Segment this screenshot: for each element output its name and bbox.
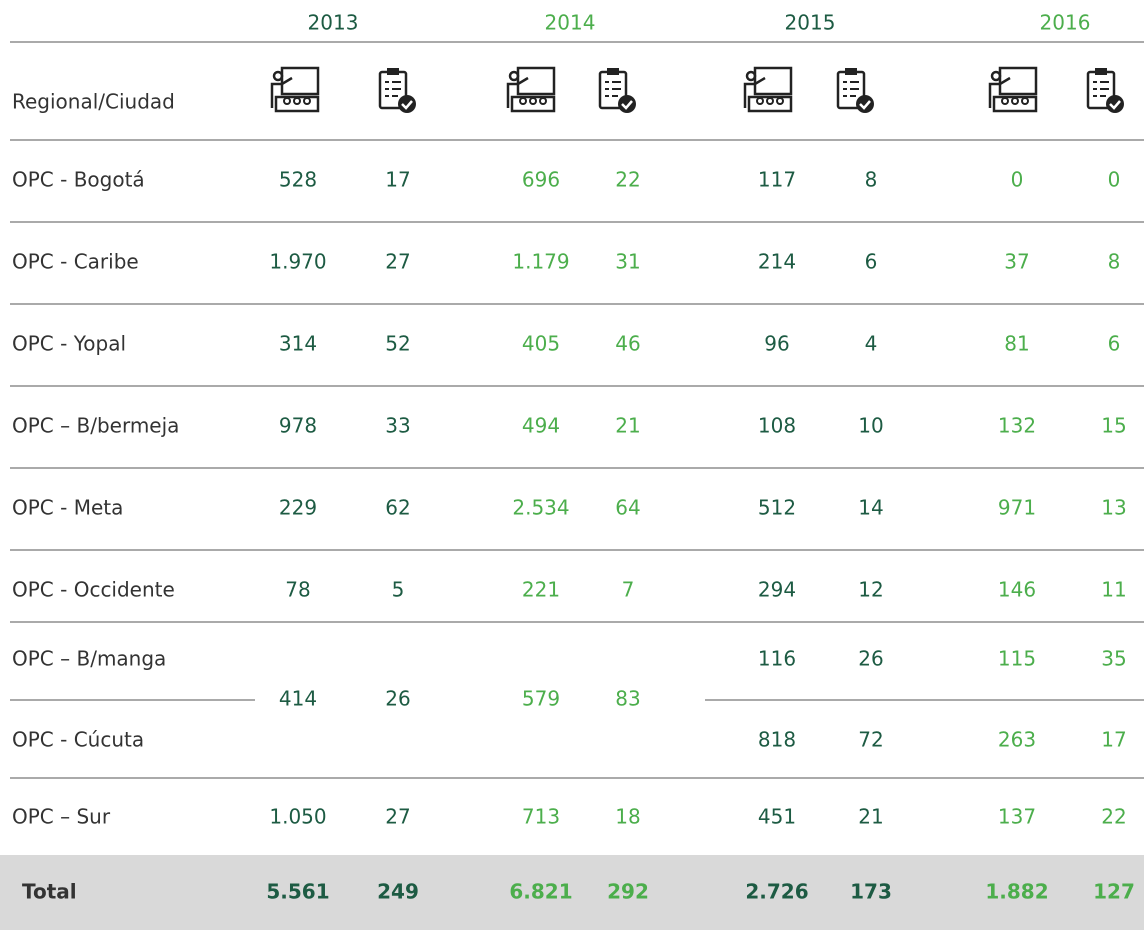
cell: 72 [858, 728, 883, 752]
cell: 33 [385, 414, 410, 438]
cell: 26 [858, 647, 883, 671]
cell: 579 [522, 687, 560, 711]
cell: 221 [522, 578, 560, 602]
cell: 414 [279, 687, 317, 711]
cell: 512 [758, 496, 796, 520]
cell: 214 [758, 250, 796, 274]
cell: 26 [385, 687, 410, 711]
cell: 713 [522, 805, 560, 829]
cell: 18 [615, 805, 640, 829]
cell: 978 [279, 414, 317, 438]
column-label: Regional/Ciudad [12, 90, 175, 114]
cell: 62 [385, 496, 410, 520]
cell: 1.179 [512, 250, 569, 274]
cell: 405 [522, 332, 560, 356]
year-header: 2013 [308, 11, 359, 35]
row-name: OPC – B/manga [12, 647, 166, 671]
total-label: Total [22, 880, 77, 904]
cell: 132 [998, 414, 1036, 438]
year-header: 2016 [1040, 11, 1091, 35]
cell: 116 [758, 647, 796, 671]
cell: 1.882 [985, 880, 1048, 904]
cell: 6 [865, 250, 878, 274]
cell: 229 [279, 496, 317, 520]
cell: 494 [522, 414, 560, 438]
cell: 17 [385, 168, 410, 192]
cell: 2.534 [512, 496, 569, 520]
cell: 8 [1108, 250, 1121, 274]
cell: 14 [858, 496, 883, 520]
row-name: OPC - Meta [12, 496, 123, 520]
cell: 21 [615, 414, 640, 438]
cell: 115 [998, 647, 1036, 671]
cell: 12 [858, 578, 883, 602]
cell: 83 [615, 687, 640, 711]
cell: 27 [385, 805, 410, 829]
total-band [0, 855, 1144, 930]
cell: 27 [385, 250, 410, 274]
cell: 292 [607, 880, 649, 904]
cell: 108 [758, 414, 796, 438]
icons [270, 66, 1126, 115]
cell: 11 [1101, 578, 1126, 602]
cell: 22 [615, 168, 640, 192]
cell: 117 [758, 168, 796, 192]
year-header: 2014 [545, 11, 596, 35]
row-name: OPC - Cúcuta [12, 728, 144, 752]
cell: 127 [1093, 880, 1135, 904]
row-name: OPC - Bogotá [12, 168, 145, 192]
cell: 96 [764, 332, 789, 356]
cell: 17 [1101, 728, 1126, 752]
cell: 173 [850, 880, 892, 904]
cell: 137 [998, 805, 1036, 829]
cell: 0 [1108, 168, 1121, 192]
cell: 35 [1101, 647, 1126, 671]
row-name: OPC – B/bermeja [12, 414, 179, 438]
cell: 8 [865, 168, 878, 192]
cell: 314 [279, 332, 317, 356]
cell: 31 [615, 250, 640, 274]
row-name: OPC - Caribe [12, 250, 139, 274]
cell: 37 [1004, 250, 1029, 274]
cell: 1.050 [269, 805, 326, 829]
cell: 22 [1101, 805, 1126, 829]
cell: 2.726 [745, 880, 808, 904]
cell: 4 [865, 332, 878, 356]
cell: 263 [998, 728, 1036, 752]
header-lines [10, 41, 1144, 779]
row-name: OPC - Yopal [12, 332, 126, 356]
cell: 818 [758, 728, 796, 752]
row-name: OPC – Sur [12, 805, 111, 829]
cell: 6 [1108, 332, 1121, 356]
cell: 78 [285, 578, 310, 602]
cell: 294 [758, 578, 796, 602]
cell: 52 [385, 332, 410, 356]
cell: 64 [615, 496, 640, 520]
cell: 528 [279, 168, 317, 192]
cell: 15 [1101, 414, 1126, 438]
cell: 0 [1011, 168, 1024, 192]
cell: 13 [1101, 496, 1126, 520]
cell: 451 [758, 805, 796, 829]
cell: 5 [392, 578, 405, 602]
year-header: 2015 [785, 11, 836, 35]
cell: 6.821 [509, 880, 572, 904]
cell: 81 [1004, 332, 1029, 356]
cell: 46 [615, 332, 640, 356]
cell: 971 [998, 496, 1036, 520]
cell: 7 [622, 578, 635, 602]
cell: 1.970 [269, 250, 326, 274]
cell: 696 [522, 168, 560, 192]
row-name: OPC - Occidente [12, 578, 175, 602]
cell: 10 [858, 414, 883, 438]
cell: 21 [858, 805, 883, 829]
cell: 146 [998, 578, 1036, 602]
cell: 5.561 [266, 880, 329, 904]
cell: 249 [377, 880, 419, 904]
